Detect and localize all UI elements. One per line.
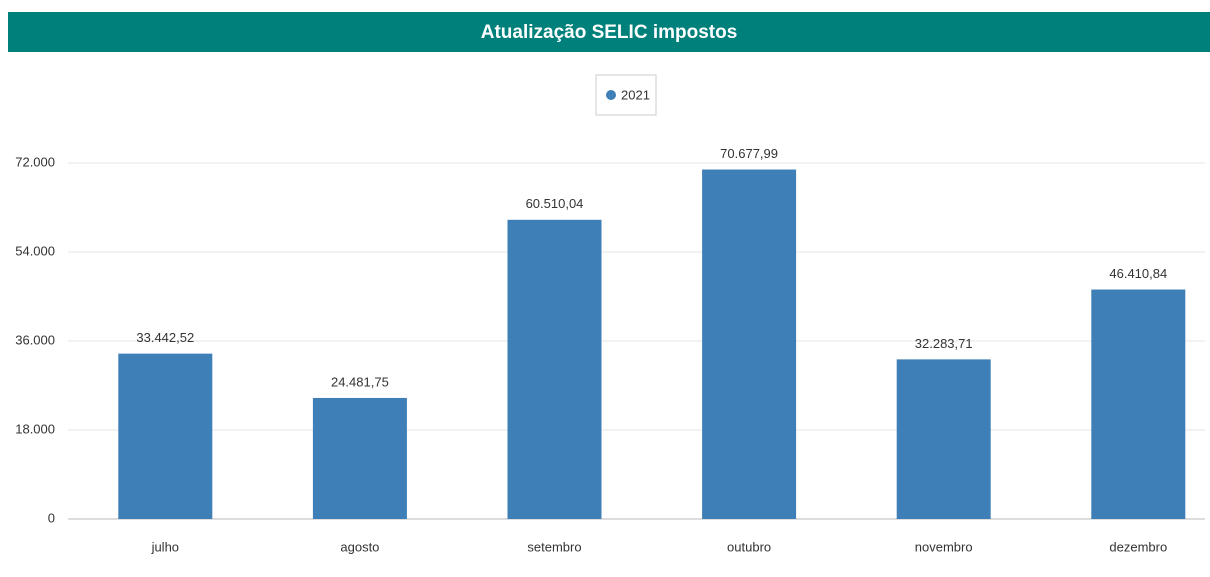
x-tick-label: outubro [727, 539, 771, 554]
data-label: 60.510,04 [526, 196, 584, 211]
data-label: 32.283,71 [915, 336, 973, 351]
y-tick-label: 36.000 [15, 332, 55, 347]
bar [702, 169, 797, 519]
legend-label: 2021 [621, 87, 650, 102]
bar [507, 219, 602, 519]
bar [118, 353, 213, 519]
legend-marker [606, 90, 616, 100]
data-label: 70.677,99 [720, 146, 778, 161]
y-tick-label: 72.000 [15, 154, 55, 169]
chart-title: Atualização SELIC impostos [481, 22, 738, 43]
bar [1091, 289, 1186, 519]
data-label: 46.410,84 [1109, 266, 1167, 281]
x-tick-label: dezembro [1109, 539, 1167, 554]
title-bar [8, 12, 1210, 52]
bar [896, 359, 991, 519]
y-tick-label: 18.000 [15, 421, 55, 436]
x-tick-label: setembro [527, 539, 581, 554]
bar [312, 397, 407, 519]
data-label: 33.442,52 [136, 330, 194, 345]
y-tick-label: 54.000 [15, 243, 55, 258]
y-tick-label: 0 [48, 510, 55, 525]
x-tick-label: agosto [340, 539, 379, 554]
x-tick-label: julho [151, 539, 179, 554]
data-label: 24.481,75 [331, 374, 389, 389]
x-tick-label: novembro [915, 539, 973, 554]
